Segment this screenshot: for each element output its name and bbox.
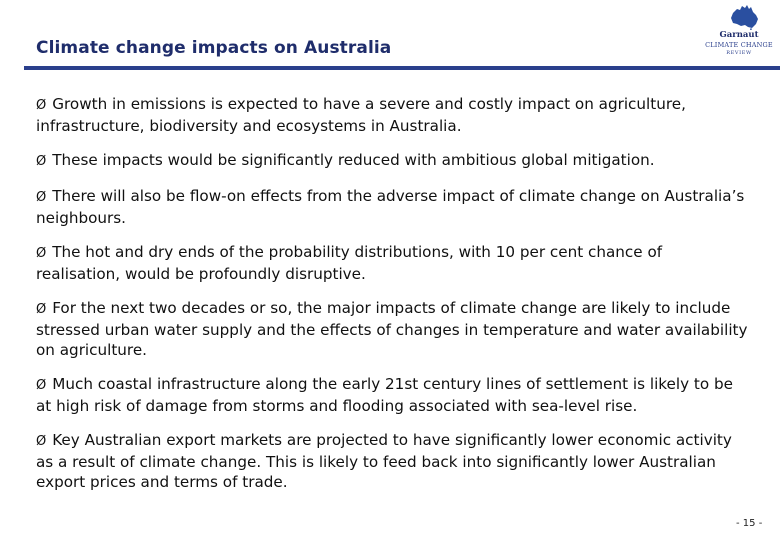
bullet-text: Key Australian export markets are projec… [36, 431, 732, 491]
bullet-item: Ø There will also be flow-on effects from… [36, 186, 750, 228]
bullet-item: Ø Key Australian export markets are proje… [36, 430, 750, 492]
bullet-item: Ø For the next two decades or so, the maj… [36, 298, 750, 360]
australia-map-icon [731, 5, 758, 30]
bullet-text: The hot and dry ends of the probability … [36, 243, 663, 283]
bullet-text: There will also be flow-on effects from … [36, 187, 745, 227]
arrow-bullet-icon: Ø [36, 154, 47, 169]
bullet-text: Much coastal infrastructure along the ea… [36, 375, 733, 415]
title-rule [24, 66, 780, 70]
arrow-bullet-icon: Ø [36, 98, 47, 113]
bullet-item: Ø Much coastal infrastructure along the e… [36, 374, 750, 416]
bullet-list: Ø Growth in emissions is expected to have… [36, 94, 750, 506]
arrow-bullet-icon: Ø [36, 190, 47, 205]
bullet-text: Growth in emissions is expected to have … [36, 95, 686, 135]
arrow-bullet-icon: Ø [36, 246, 47, 261]
bullet-text: These impacts would be significantly red… [52, 151, 655, 169]
bullet-item: Ø These impacts would be significantly re… [36, 150, 750, 172]
logo: Garnaut CLIMATE CHANGE REVIEW [698, 4, 780, 66]
slide-title: Climate change impacts on Australia [36, 38, 392, 58]
bullet-text: For the next two decades or so, the majo… [36, 299, 748, 359]
logo-subtitle-2: REVIEW [726, 50, 752, 56]
logo-subtitle: CLIMATE CHANGE [705, 41, 773, 49]
bullet-item: Ø The hot and dry ends of the probability… [36, 242, 750, 284]
arrow-bullet-icon: Ø [36, 378, 47, 393]
logo-name: Garnaut [719, 30, 759, 40]
bullet-item: Ø Growth in emissions is expected to have… [36, 94, 750, 136]
page-number: - 15 - [736, 518, 763, 529]
arrow-bullet-icon: Ø [36, 434, 47, 449]
arrow-bullet-icon: Ø [36, 302, 47, 317]
